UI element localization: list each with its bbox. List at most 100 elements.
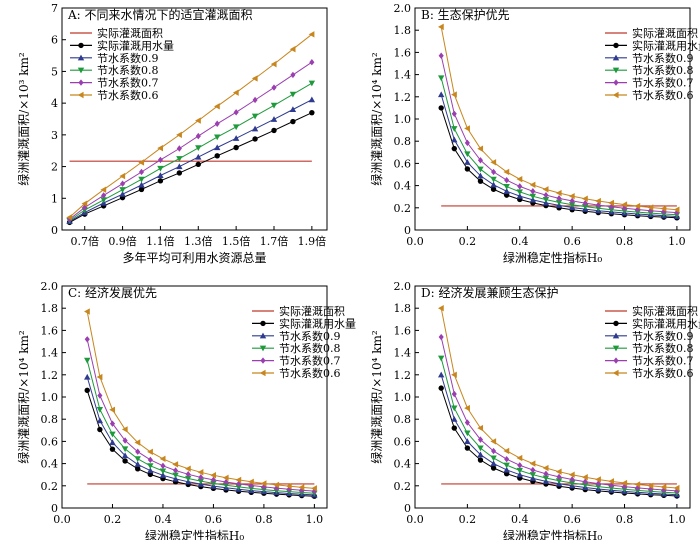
chart-d-ytick-label: 1.6 [394,324,412,337]
chart-c-series-0-point [122,458,128,464]
chart-b-series-3-point [530,188,536,195]
chart-d-series-2-point [490,455,497,462]
chart-c-series-0-point [135,466,141,472]
chart-b-xtick-label: 0.8 [616,235,634,248]
chart-a-x-axis-label: 多年平均可利用水资源总量 [122,251,266,265]
chart-b-series-3-point [451,110,457,117]
chart-d-series-2-point [568,480,576,487]
chart-b-series-0-point [464,166,471,172]
chart-a-series-0-point [214,153,220,159]
chart-b-ytick-label: 1.4 [394,69,412,82]
chart-a-series-4 [66,31,315,221]
chart-a-series-4-point [308,31,315,38]
chart-d-series-3-point [451,390,457,398]
chart-d-xtick-label: 0.2 [459,513,477,526]
chart-c-series-2-point [84,357,91,364]
chart-d-series-1-point [516,471,523,478]
chart-b-series-3-point [464,139,470,147]
chart-d-series-4-point [437,305,444,312]
chart-a-xtick-label: 0.7倍 [70,234,99,248]
chart-a-series-2-point [119,187,126,193]
chart-b-series-2-point [503,184,510,190]
chart-b-series-4-point [451,91,457,98]
chart-d-series-2-point [464,430,471,437]
chart-c-series-4-point [273,481,280,489]
chart-a-series-2-point [157,165,164,172]
chart-a-series-2-line [69,82,313,221]
chart-d-series-4-point [621,479,628,487]
chart-d-series-4-point [451,371,457,378]
chart-b-legend-marker [613,42,619,49]
chart-a-series-2-point [251,113,259,120]
chart-a-series-1-point [176,163,183,170]
chart-c-series-0-point [109,446,116,452]
chart-a-series-2-point [308,80,316,87]
chart-d-series-3-point [543,470,549,478]
chart-a-series-3-point [138,168,145,176]
chart-d-series-4-point [647,482,654,489]
chart-a-ytick-label: 2 [51,161,58,174]
chart-d-xtick-label: 0.8 [616,513,634,526]
chart-d-series-3-point [674,487,680,495]
chart-b-series-3-point [504,176,510,184]
chart-d-series-1-point [451,416,458,422]
chart-a-ytick-label: 7 [51,2,58,15]
chart-d-series-3-point [517,462,523,469]
chart-d-legend: 实际灌溉面积实际灌溉用水量节水系数0.9节水系数0.8节水系数0.7节水系数0.… [605,304,700,380]
chart-d-legend-label: 节水系数0.8 [632,342,694,355]
chart-a-legend-marker [78,42,84,49]
chart-d-legend-marker [612,332,620,339]
chart-d-series-3-point [438,333,444,341]
chart-b-series-2-point [516,189,523,196]
chart-b-series-4-point [673,206,680,213]
chart-c-series-4-point [147,448,153,456]
chart-d-series-4-point [673,484,680,492]
chart-a-series-0-point [290,118,296,125]
chart-d-x-axis-label: 绿洲稳定性指标H₀ [503,528,602,540]
chart-b-legend-marker [612,54,620,61]
chart-b-ytick-label: 2.0 [394,2,412,15]
chart-d-series-3-point [621,483,628,490]
chart-a-series-2-point [270,102,278,109]
chart-c-series-4-point [184,465,191,472]
chart-d-series-4-point [490,438,497,445]
chart-d-series-4-point [555,468,562,475]
chart-b-series-4-point [464,125,470,132]
chart-b-series-4-point [660,205,667,212]
chart-b-series-3-point [608,203,614,211]
chart-c-xtick-label: 0.0 [53,513,71,526]
chart-a-series-3-point [252,96,258,104]
chart-c-series-4-point [222,474,229,482]
chart-c-series-3-point [135,448,141,455]
chart-c-series-1-point [96,417,104,424]
chart-b-series-2-point [568,202,576,208]
chart-d-series-3-point [608,482,614,489]
chart-d-series-2-point [529,472,537,478]
chart-a-series-1-point [232,135,240,141]
chart-b-series-0-point [451,145,457,152]
chart-d-xtick-label: 0.6 [563,513,581,526]
chart-b-legend-label: 节水系数0.8 [632,64,694,77]
chart-c-series-0-point [97,426,103,433]
chart-c-legend-label: 节水系数0.9 [279,330,341,343]
chart-a-series-4-point [119,172,126,180]
chart-b-series-0-point [490,186,497,192]
chart-d-series-3-point [569,476,575,483]
chart-b-series-2-point [529,193,537,200]
chart-a-series-0-point [195,161,201,168]
chart-b-series-3 [438,52,680,216]
chart-b-series-4-point [490,159,497,166]
chart-d-legend-label: 节水系数0.6 [632,367,694,380]
chart-panel-d: 0 0.2 0.4 0.6 0.8 1.0 1.2 1.4 1.6 1.8 2.0 0.0 0.2 0.4… [369,280,700,540]
chart-b-xtick-label: 1.0 [668,235,686,248]
chart-c-ytick-label: 0.6 [41,435,59,448]
chart-a-series-0-line [69,112,313,223]
chart-b-legend-marker [612,91,619,99]
chart-a-series-0-point [309,109,315,116]
chart-b-ytick-label: 0.6 [394,157,412,170]
chart-b-series-2-point [477,166,484,173]
chart-d-series-4-point [582,474,588,481]
chart-c-series-4-point [159,455,166,463]
chart-b-ytick-label: 0.8 [394,135,412,148]
chart-c-series-1-point [147,467,154,474]
